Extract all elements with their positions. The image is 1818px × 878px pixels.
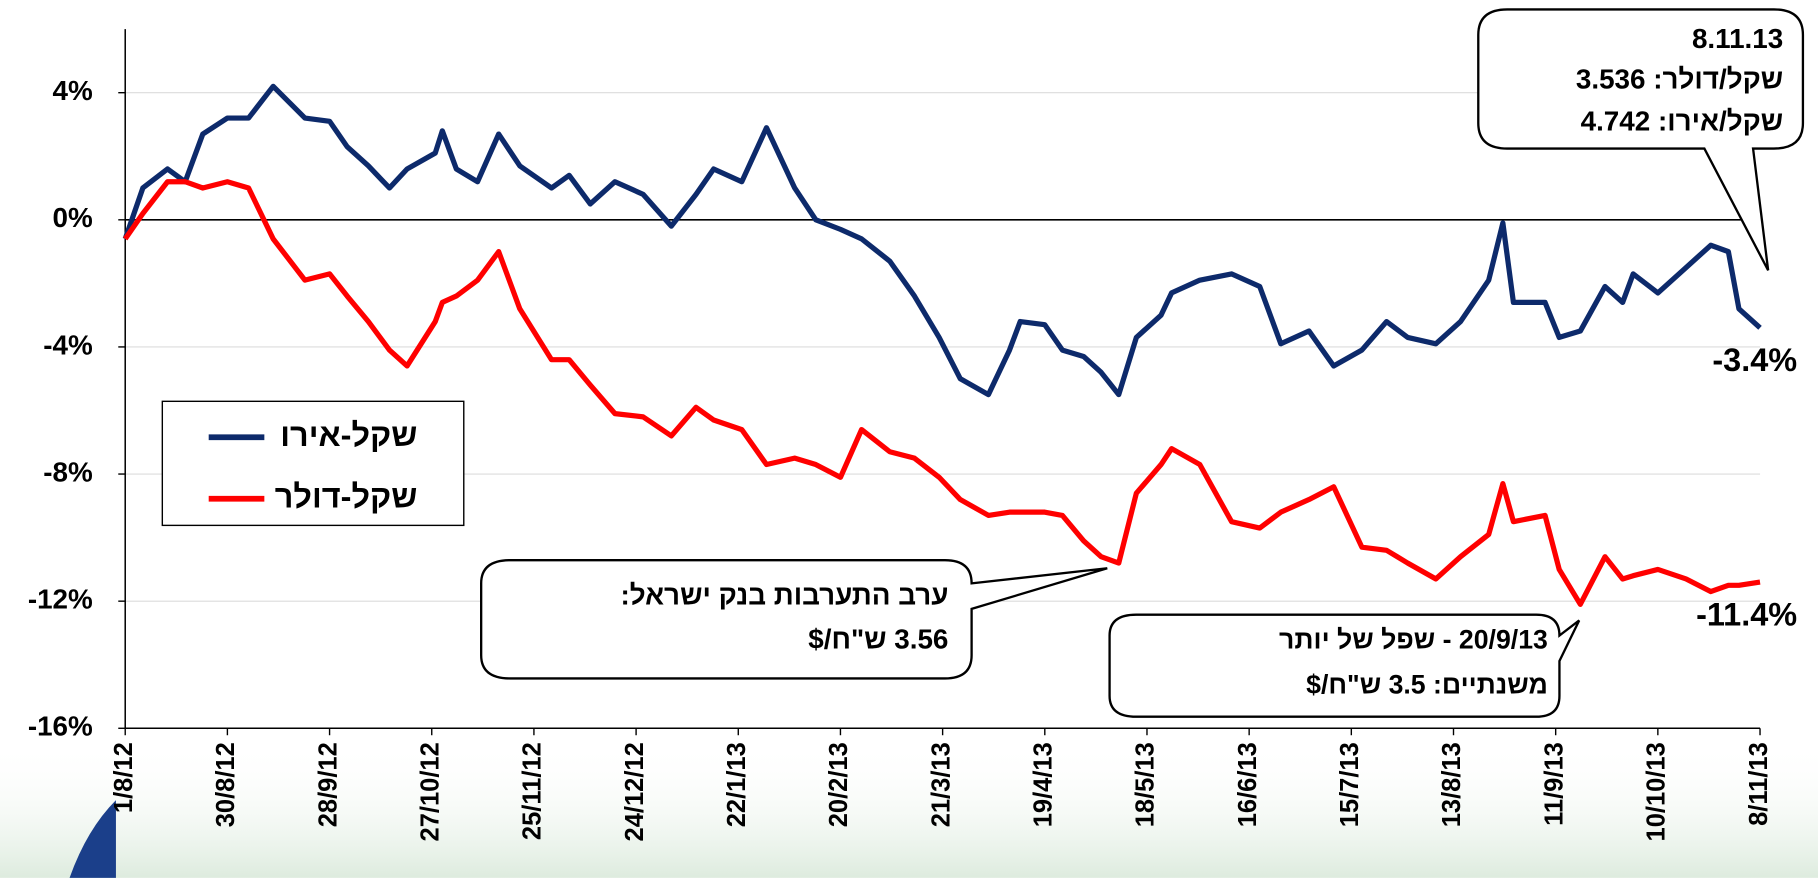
y-tick-label: -16% <box>28 711 93 742</box>
end-label: -11.4% <box>1696 596 1797 632</box>
callout-text: שקל/דולר: 3.536 <box>1576 64 1783 95</box>
x-tick-label: 27/10/12 <box>416 742 444 841</box>
y-tick-label: 4% <box>53 75 93 106</box>
legend-box <box>161 400 465 527</box>
x-tick-label: 10/10/13 <box>1643 742 1671 841</box>
callout-text: 8.11.13 <box>1692 23 1783 54</box>
y-tick-label: 0% <box>53 202 93 233</box>
legend: שקל-אירו שקל-דולר <box>161 400 465 527</box>
legend-label: שקל-אירו <box>280 417 417 453</box>
x-tick-label: 8/11/13 <box>1745 742 1773 826</box>
x-tick-label: 21/3/13 <box>927 742 955 827</box>
callout-text: שקל/אירו: 4.742 <box>1581 105 1784 136</box>
series-line <box>123 179 1761 607</box>
callout-text: 3.56 ש"ח/$ <box>808 624 948 655</box>
callout-text: ערב התערבות בנק ישראל: <box>620 580 948 611</box>
x-tick-label: 30/8/12 <box>212 742 240 827</box>
callout-box <box>1477 8 1805 271</box>
x-tick-label: 1/8/12 <box>110 742 138 813</box>
callout-box <box>480 559 1108 680</box>
x-tick-label: 13/8/13 <box>1438 742 1466 827</box>
series-line <box>122 83 1762 398</box>
x-tick-label: 15/7/13 <box>1336 742 1364 827</box>
x-tick-label: 18/5/13 <box>1132 742 1160 827</box>
x-tick-label: 28/9/12 <box>314 742 342 827</box>
callout-text: 20/9/13 - שפל של יותר <box>1279 624 1548 654</box>
callouts: 8.11.13 שקל/דולר: 3.536 שקל/אירו: 4.742 … <box>480 8 1805 718</box>
x-tick-label: 16/6/13 <box>1234 742 1262 827</box>
x-tick-label: 11/9/13 <box>1540 742 1568 826</box>
decoration <box>69 800 116 878</box>
y-tick-label: -8% <box>43 456 92 487</box>
x-tick-label: 25/11/12 <box>519 742 547 840</box>
callout-text: משנתיים: 3.5 ש"ח/$ <box>1306 670 1548 700</box>
background-band <box>0 742 1818 878</box>
end-label: -3.4% <box>1712 342 1797 378</box>
x-tick-label: 19/4/13 <box>1030 742 1058 827</box>
y-tick-label: -4% <box>43 329 92 360</box>
y-tick-label: -12% <box>28 584 93 615</box>
x-tick-label: 20/2/13 <box>825 742 853 827</box>
x-tick-label: 24/12/12 <box>621 742 649 841</box>
legend-label: שקל-דולר <box>275 478 418 514</box>
x-tick-label: 22/1/13 <box>723 742 751 827</box>
callout-box <box>1108 613 1581 718</box>
